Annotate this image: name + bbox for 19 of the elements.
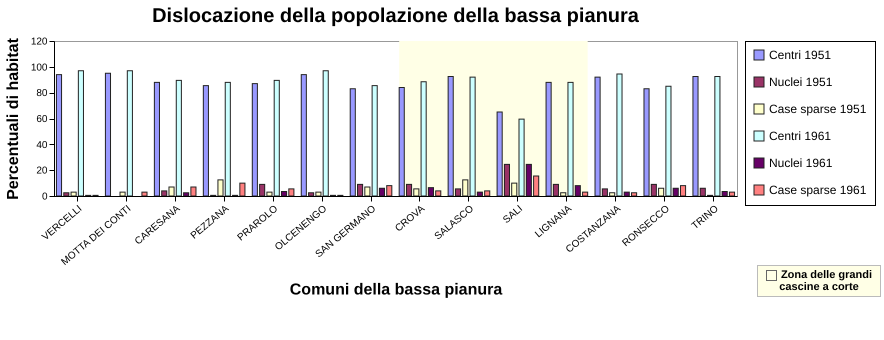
legend-label: Nuclei 1951 <box>769 75 833 89</box>
legend-label: Case sparse 1961 <box>769 183 867 197</box>
y-tick-label: 100 <box>30 62 48 74</box>
y-tick-label: 60 <box>36 114 48 125</box>
legend-label: Centri 1951 <box>769 48 832 62</box>
bar <box>104 72 112 196</box>
legend-label: Centri 1961 <box>769 129 832 143</box>
y-tick-label: 80 <box>36 88 48 100</box>
y-tick-label: 0 <box>42 192 48 202</box>
legend-label: Nuclei 1961 <box>769 156 833 170</box>
y-tick-label: 20 <box>36 166 48 177</box>
legend-label: Case sparse 1951 <box>769 102 867 116</box>
x-axis-title: Comuni della bassa pianura <box>290 281 502 298</box>
y-tick-label: 40 <box>36 140 48 151</box>
legend-label: Zona delle grandi cascine a corte <box>757 265 881 297</box>
y-tick-label: 120 <box>30 36 48 48</box>
y-axis-title: Percentuali di habitat <box>4 37 22 200</box>
chart-title: Dislocazione della popolazione della bassa pianura <box>152 5 640 27</box>
bar <box>141 192 148 196</box>
